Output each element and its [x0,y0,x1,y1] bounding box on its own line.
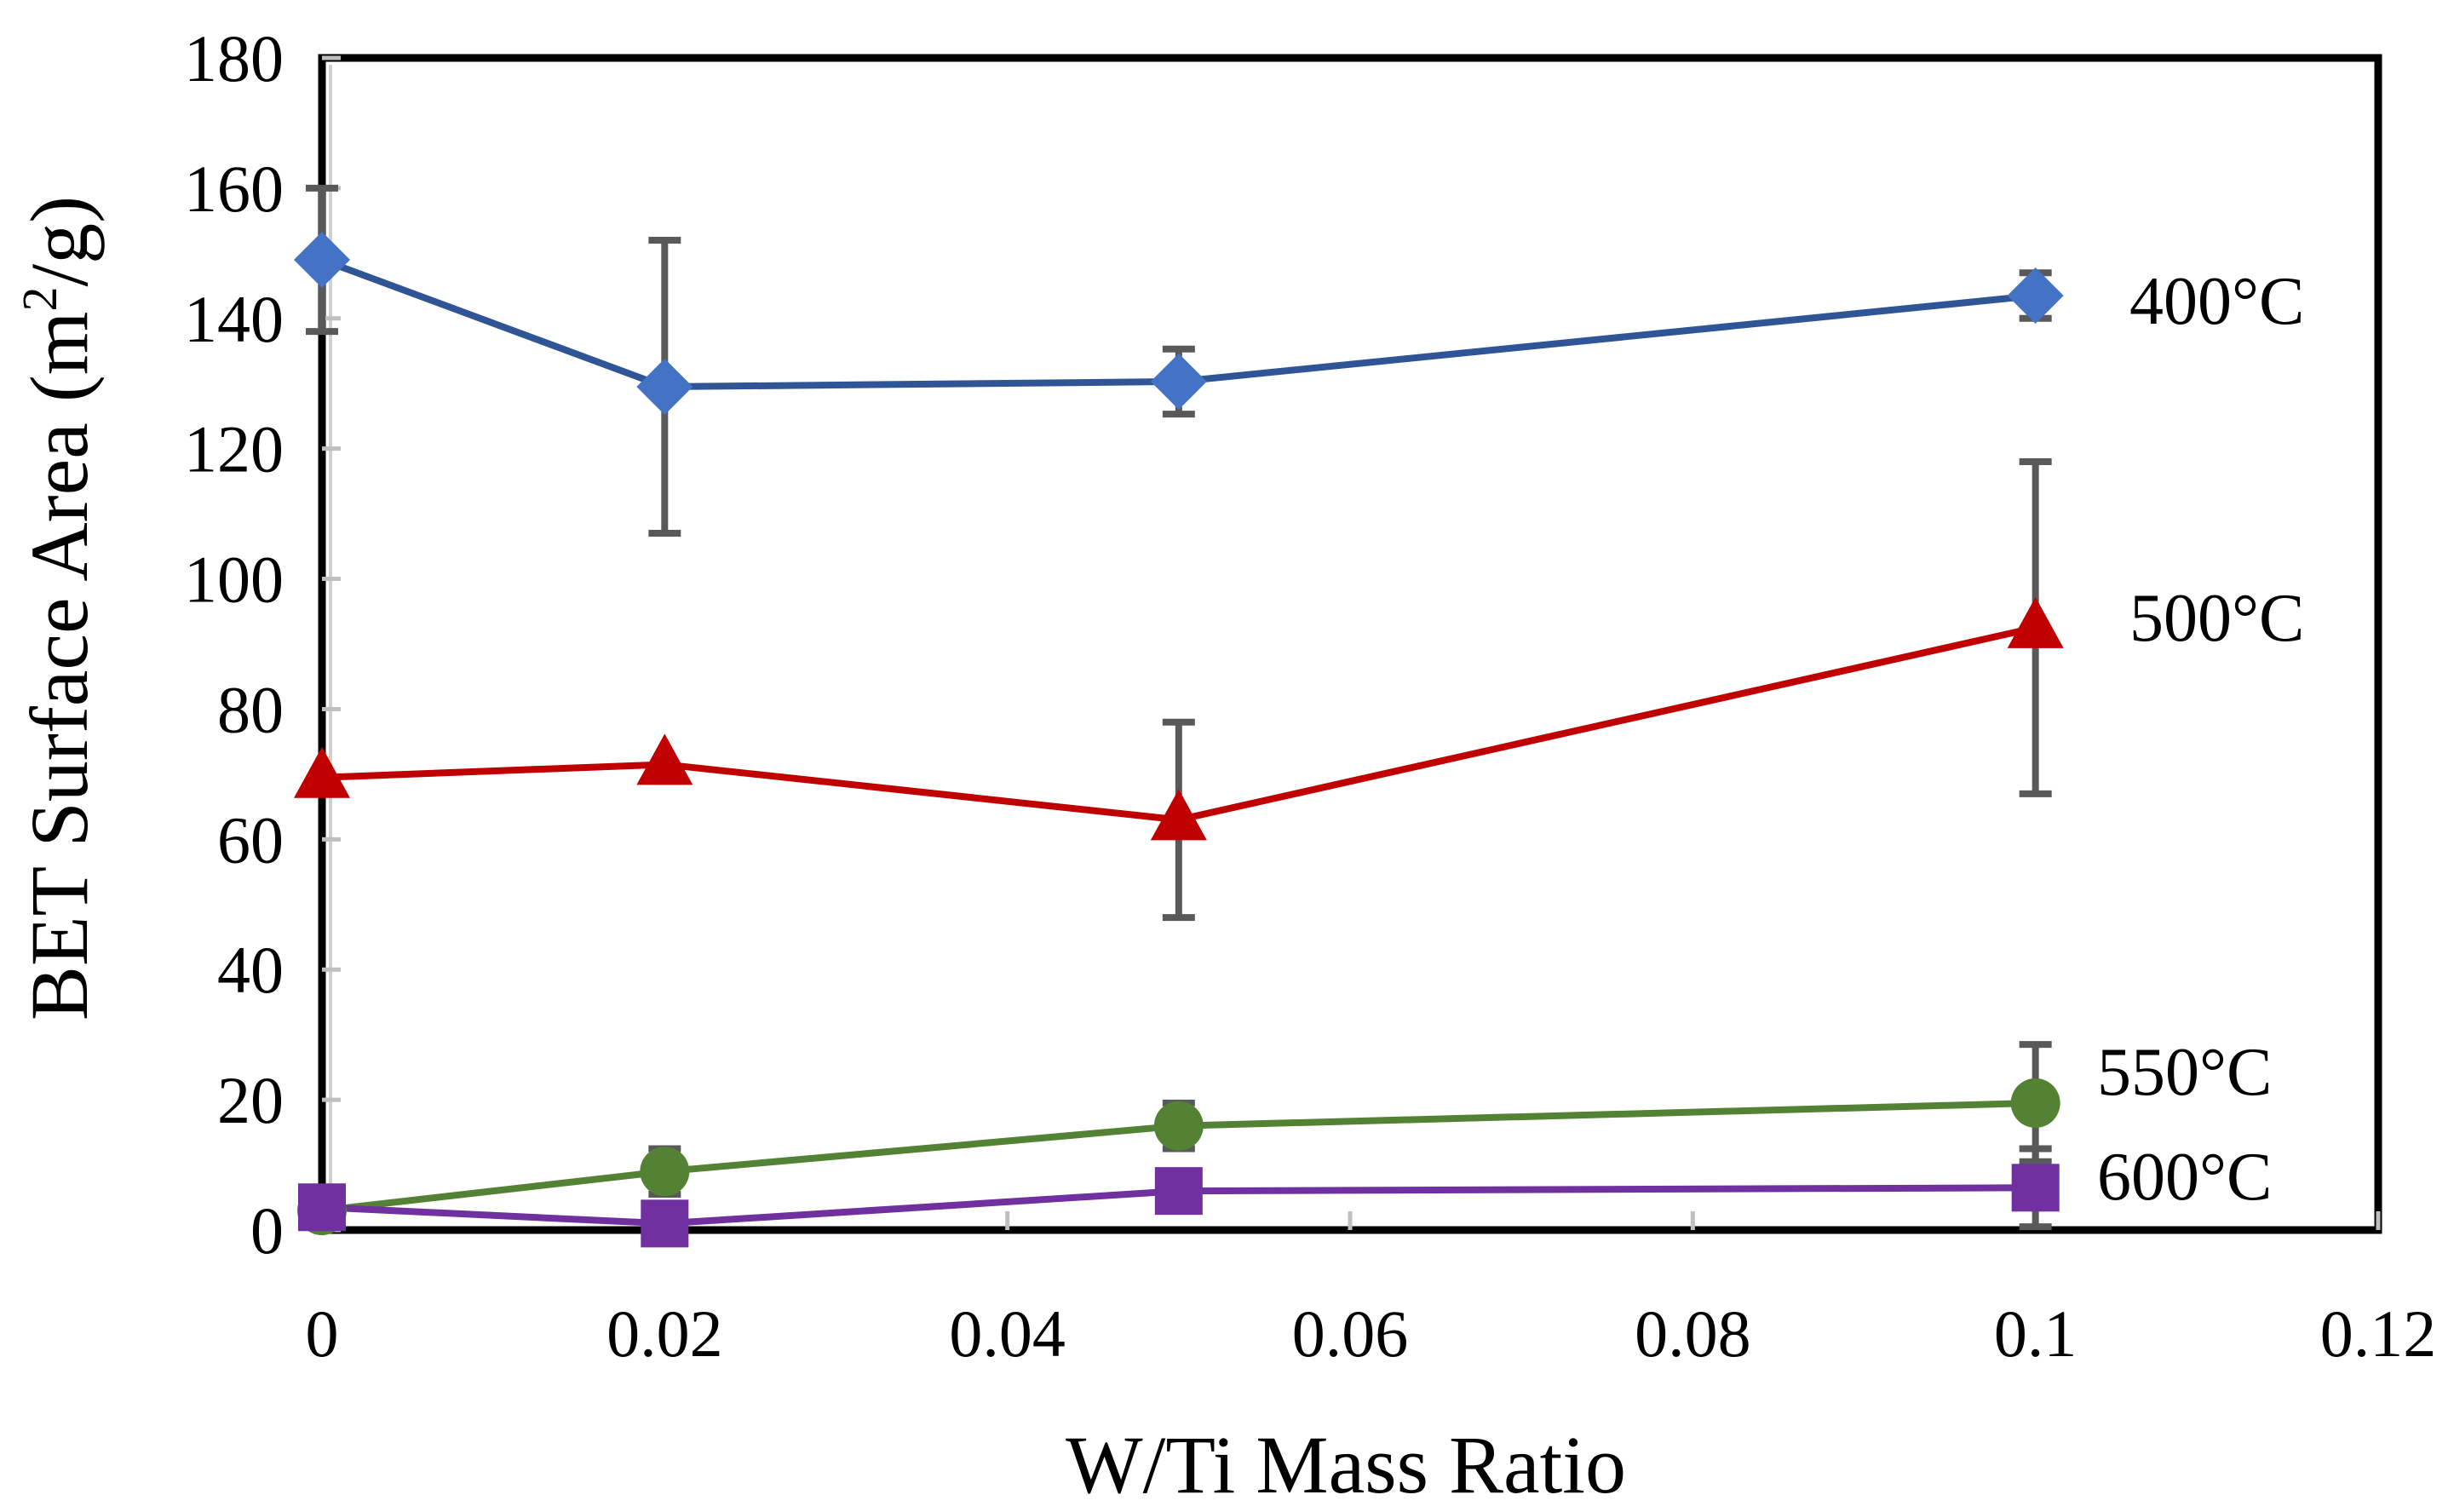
y-tick-label: 100 [184,543,284,617]
y-axis-title-superscript: 2 [12,287,67,312]
series-600c-point [298,1183,346,1232]
series-600c-label: 600°C [2097,1140,2272,1215]
series-500c-point [294,746,350,798]
y-axis-tick-labels: 0 20 40 60 80 100 120 140 160 180 [184,21,284,1268]
y-tick-label: 80 [217,672,284,746]
series-400c-point [2007,267,2064,325]
series-600c-point [641,1199,689,1248]
y-tick-label: 0 [250,1193,284,1268]
y-tick-label: 20 [217,1063,284,1137]
y-axis-title-tail: /g) [14,196,105,287]
series-550c-point [640,1147,690,1197]
plot-area-border [318,54,2382,1234]
y-axis-title-main: BET Surface Area (m [14,312,105,1021]
series-500c-line [321,624,2037,824]
series-550c-line [321,1099,2036,1215]
series-400c-point [294,231,350,288]
x-tick-label: 0.02 [606,1296,723,1371]
x-tick-label: 0.08 [1635,1296,1751,1371]
x-tick-label: 0.06 [1292,1296,1409,1371]
series-500c-point [636,733,693,785]
series-550c-point [2010,1078,2060,1128]
x-tick-label: 0 [306,1296,339,1371]
series-550c-label: 550°C [2097,1035,2272,1110]
y-tick-label: 180 [184,21,284,95]
y-tick-label: 60 [217,802,284,877]
y-axis-title: BET Surface Area (m2/g) [12,196,105,1020]
series-500c-label: 500°C [2129,581,2304,656]
y-tick-label: 120 [184,412,284,486]
series-500c-point [2007,596,2064,648]
series-600c-point [2011,1164,2060,1212]
series-400c-line [320,256,2037,391]
plot-frame [318,54,2382,1234]
series-labels: 400°C 500°C 550°C 600°C [2097,264,2304,1215]
series-markers [294,231,2064,1248]
x-axis-tick-labels: 0 0.02 0.04 0.06 0.08 0.1 0.12 [306,1296,2437,1371]
series-500c-point [1150,789,1207,841]
series-lines [320,256,2037,1227]
series-400c-point [636,359,693,416]
series-550c-point [1153,1101,1204,1151]
series-400c-label: 400°C [2129,264,2304,339]
x-tick-label: 0.12 [2320,1296,2437,1371]
y-tick-label: 40 [217,933,284,1007]
x-tick-label: 0.1 [1994,1296,2078,1371]
series-400c-point [1150,353,1207,410]
y-tick-label: 160 [184,152,284,226]
series-600c-line [321,1184,2036,1227]
x-tick-label: 0.04 [949,1296,1066,1371]
series-600c-point [1154,1167,1203,1216]
y-tick-label: 140 [184,282,284,356]
x-axis-title: W/Ti Mass Ratio [1066,1419,1626,1510]
